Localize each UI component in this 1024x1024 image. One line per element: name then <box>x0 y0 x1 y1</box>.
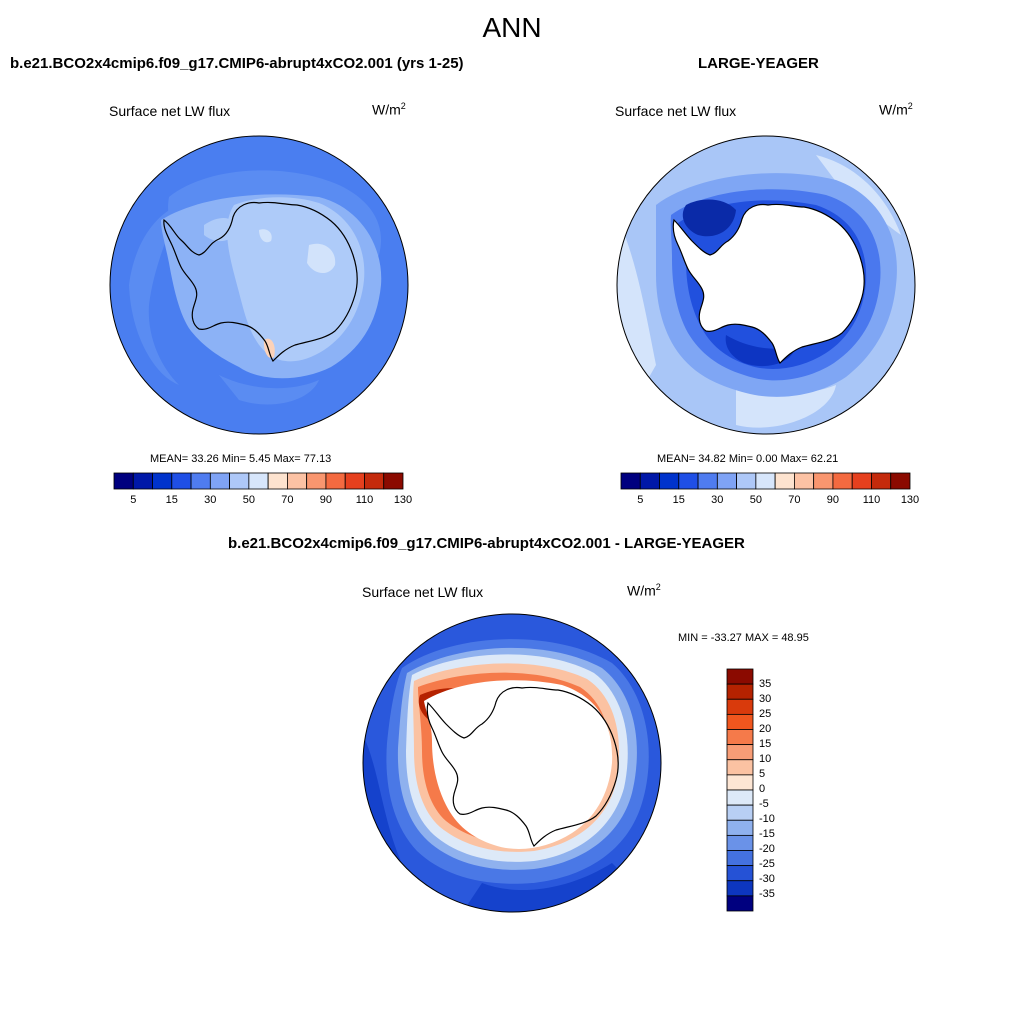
colorbar-tick-obs: 70 <box>788 494 801 506</box>
colorbar-swatch <box>383 472 404 490</box>
colorbar-tick-obs: 30 <box>711 494 724 506</box>
colorbar-swatch <box>726 880 754 897</box>
colorbar-swatch <box>171 472 192 490</box>
field-label-obs: Surface net LW flux <box>615 103 737 119</box>
polar-map-diff <box>362 613 662 913</box>
colorbar-tick-case: 90 <box>319 494 333 506</box>
colorbar-swatch <box>113 472 134 490</box>
colorbar-tick-diff: -15 <box>759 828 775 840</box>
colorbar-swatch <box>306 472 327 490</box>
colorbar-tick-diff: 15 <box>759 738 772 750</box>
colorbar-tick-case: 70 <box>281 494 294 506</box>
colorbar-tick-diff: 5 <box>759 768 766 780</box>
colorbar-swatch <box>678 472 699 490</box>
colorbar-tick-obs: 5 <box>637 494 644 506</box>
colorbar-swatch <box>209 472 231 490</box>
colorbar-tick-diff: 35 <box>759 678 772 690</box>
colorbar-swatch <box>726 895 754 912</box>
colorbar-swatch <box>726 729 754 746</box>
colorbar-swatch <box>152 472 173 490</box>
colorbar-swatch <box>726 789 754 806</box>
colorbar-swatch <box>659 472 680 490</box>
colorbar-swatch <box>248 472 269 490</box>
colorbar-swatch <box>726 819 754 836</box>
colorbar-swatch <box>726 850 754 867</box>
colorbar-labels-obs: 5 15 30 50 70 90 110 130 <box>621 494 919 508</box>
polar-map-case <box>109 135 409 435</box>
stats-obs: MEAN= 34.82 Min= 0.00 Max= 62.21 <box>657 453 839 465</box>
colorbar-tick-obs: 130 <box>900 494 920 506</box>
colorbar-tick-case: 50 <box>242 494 256 506</box>
colorbar-swatch <box>793 472 815 490</box>
colorbar-tick-diff: -35 <box>759 888 775 900</box>
panel-title-diff: b.e21.BCO2x4cmip6.f09_g17.CMIP6-abrupt4x… <box>228 535 745 552</box>
main-title: ANN <box>482 12 542 43</box>
colorbar-tick-diff: -10 <box>759 813 775 825</box>
colorbar-swatch <box>832 472 853 490</box>
colorbar-labels-diff: 35 30 25 20 15 10 5 0 -5 -10 -15 -20 -25… <box>759 669 799 911</box>
colorbar-swatch <box>726 774 754 791</box>
colorbar-labels-case: 5 15 30 50 70 90 110 130 <box>114 494 412 508</box>
colorbar-swatch <box>774 472 795 490</box>
colorbar-swatch <box>871 472 892 490</box>
colorbar-tick-diff: 0 <box>759 783 766 795</box>
colorbar-tick-case: 30 <box>204 494 217 506</box>
colorbar-swatch <box>813 472 834 490</box>
colorbar-swatch <box>890 472 911 490</box>
colorbar-tick-obs: 110 <box>862 494 881 506</box>
colorbar-tick-obs: 90 <box>826 494 840 506</box>
colorbar-swatch <box>726 668 754 685</box>
panel-title-case: b.e21.BCO2x4cmip6.f09_g17.CMIP6-abrupt4x… <box>10 55 464 72</box>
colorbar-tick-case: 110 <box>355 494 374 506</box>
colorbar-swatch <box>726 698 754 715</box>
colorbar-tick-diff: -20 <box>759 843 775 855</box>
colorbar-swatch <box>726 759 754 776</box>
colorbar-tick-obs: 15 <box>672 494 685 506</box>
colorbar-swatch <box>286 472 308 490</box>
colorbar-swatch <box>325 472 346 490</box>
colorbar-swatch <box>620 472 641 490</box>
colorbar-tick-case: 15 <box>165 494 178 506</box>
colorbar-tick-diff: -25 <box>759 858 775 870</box>
colorbar-diff <box>726 668 754 912</box>
colorbar-swatch <box>726 744 754 761</box>
colorbar-swatch <box>726 804 754 821</box>
colorbar-tick-diff: -5 <box>759 798 769 810</box>
colorbar-swatch <box>364 472 385 490</box>
colorbar-tick-diff: 20 <box>759 723 772 735</box>
colorbar-swatch <box>736 472 757 490</box>
colorbar-swatch <box>344 472 365 490</box>
colorbar-tick-diff: 25 <box>759 708 772 720</box>
colorbar-swatch <box>697 472 718 490</box>
colorbar-case <box>113 472 404 490</box>
units-diff: W/m2 <box>627 582 661 599</box>
colorbar-swatch <box>726 683 754 700</box>
units-case: W/m2 <box>372 101 406 118</box>
colorbar-swatch <box>726 834 754 851</box>
colorbar-swatch <box>132 472 153 490</box>
colorbar-tick-diff: 10 <box>759 753 772 765</box>
colorbar-swatch <box>851 472 872 490</box>
field-label-case: Surface net LW flux <box>109 103 231 119</box>
panel-title-obs: LARGE-YEAGER <box>698 55 819 72</box>
colorbar-tick-case: 5 <box>130 494 137 506</box>
units-obs: W/m2 <box>879 101 913 118</box>
colorbar-swatch <box>716 472 738 490</box>
stats-diff: MIN = -33.27 MAX = 48.95 <box>678 632 809 644</box>
field-label-diff: Surface net LW flux <box>362 584 484 600</box>
colorbar-swatch <box>726 865 754 882</box>
colorbar-tick-case: 130 <box>393 494 413 506</box>
colorbar-swatch <box>267 472 288 490</box>
colorbar-obs <box>620 472 911 490</box>
colorbar-tick-diff: -30 <box>759 873 775 885</box>
colorbar-swatch <box>190 472 211 490</box>
colorbar-swatch <box>726 713 754 730</box>
polar-map-obs <box>616 135 916 435</box>
colorbar-swatch <box>755 472 776 490</box>
colorbar-swatch <box>639 472 660 490</box>
colorbar-swatch <box>229 472 250 490</box>
colorbar-tick-diff: 30 <box>759 693 772 705</box>
colorbar-tick-obs: 50 <box>749 494 763 506</box>
stats-case: MEAN= 33.26 Min= 5.45 Max= 77.13 <box>150 453 332 465</box>
